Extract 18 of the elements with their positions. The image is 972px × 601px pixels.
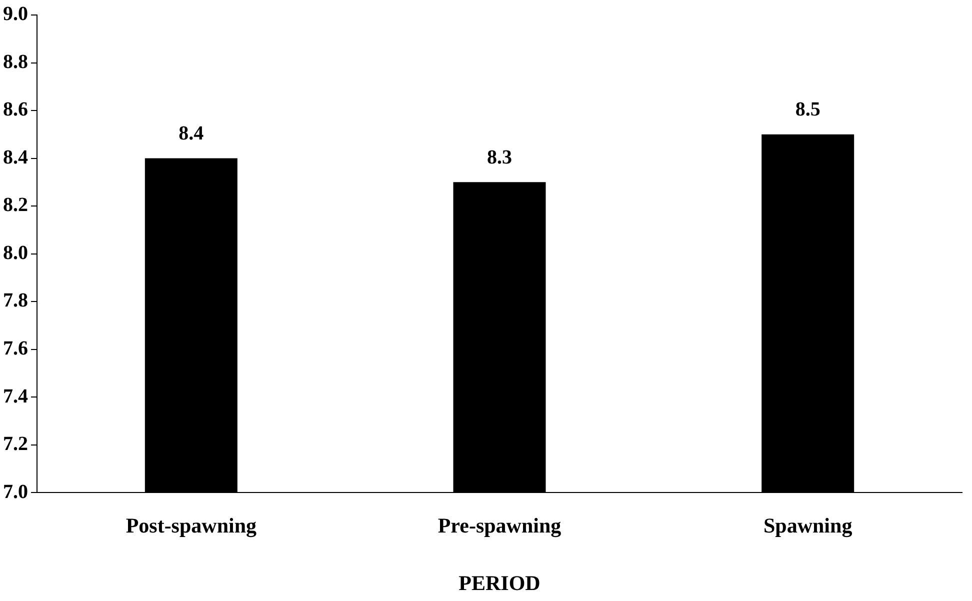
x-tick-label: Pre-spawning bbox=[438, 514, 562, 538]
y-tick-label: 8.0 bbox=[3, 242, 28, 264]
y-tick-label: 8.6 bbox=[3, 98, 28, 121]
y-tick-label: 7.2 bbox=[3, 433, 28, 456]
y-tick-label: 8.8 bbox=[3, 50, 28, 73]
y-tick-label: 7.8 bbox=[3, 290, 28, 312]
y-tick-label: 7.0 bbox=[3, 480, 28, 503]
y-tick-label: 9.0 bbox=[3, 3, 28, 26]
y-tick-label: 7.4 bbox=[3, 385, 28, 408]
x-tick-label: Spawning bbox=[763, 514, 853, 538]
x-tick-label: Post-spawning bbox=[126, 514, 258, 538]
y-tick-label: 7.6 bbox=[3, 337, 28, 360]
data-label: 8.3 bbox=[487, 146, 512, 168]
data-label: 8.4 bbox=[178, 122, 204, 144]
y-tick-label: 8.4 bbox=[3, 146, 28, 168]
x-axis-title: PERIOD bbox=[458, 570, 540, 595]
y-tick-label: 8.2 bbox=[3, 194, 28, 216]
data-label: 8.5 bbox=[795, 98, 820, 121]
